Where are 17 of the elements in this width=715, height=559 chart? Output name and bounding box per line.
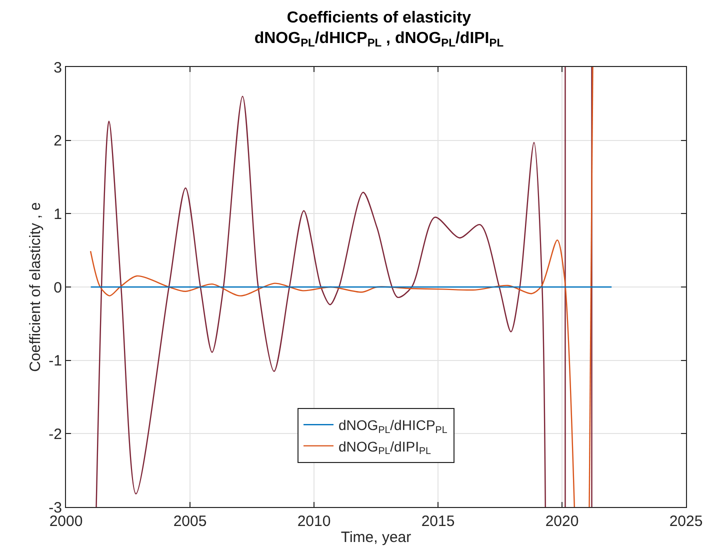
x-tick-label: 2020 <box>545 513 579 530</box>
x-tick-label: 2010 <box>297 513 331 530</box>
y-tick-label: 0 <box>54 279 62 296</box>
legend-label: dNOG$_{PL}$/dIPI$_{PL}$ <box>338 438 432 458</box>
y-tick-label: 1 <box>54 206 62 223</box>
y-tick-label: 3 <box>54 59 62 76</box>
chart-subtitle: dNOG$_{PL}$/dHICP$_{PL}$ , dNOG$_{PL}$/dIPI$_{PL}$ <box>254 30 504 50</box>
chart-title: Coefficients of elasticity <box>286 9 472 26</box>
y-tick-label: 2 <box>54 132 62 150</box>
x-axis-title: Time, year <box>340 529 412 546</box>
legend-label: dNOG$_{PL}$/dHICP$_{PL}$ <box>338 417 448 436</box>
y-axis-title: Coefficient of elasticity , e <box>26 202 44 372</box>
y-tick-label: -2 <box>48 426 62 443</box>
x-tick-label: 2015 <box>421 513 455 530</box>
x-tick-label: 2005 <box>173 513 207 530</box>
y-tick-label: -1 <box>48 352 62 370</box>
x-tick-label: 2025 <box>669 513 703 530</box>
